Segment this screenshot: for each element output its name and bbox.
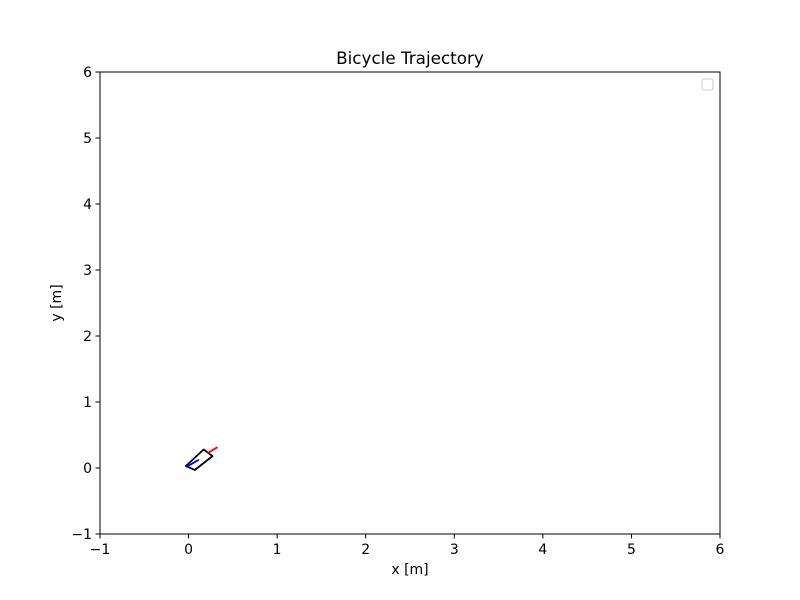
y-tick-label: 6 xyxy=(83,65,92,81)
legend-box xyxy=(701,78,714,91)
x-tick-label: −1 xyxy=(90,542,111,558)
y-tick-label: 2 xyxy=(83,329,92,345)
y-tick-label: 0 xyxy=(83,461,92,477)
y-tick-label: 5 xyxy=(83,131,92,147)
x-axis-label: x [m] xyxy=(391,562,428,578)
trajectory-series xyxy=(185,446,218,471)
rear-wheel-line xyxy=(185,459,200,468)
y-tick-label: 3 xyxy=(83,263,92,279)
x-axis-ticks: −1 0 1 2 3 4 5 6 xyxy=(90,534,725,558)
front-wheel-line xyxy=(207,446,218,454)
y-tick-label: 4 xyxy=(83,197,92,213)
x-tick-label: 3 xyxy=(450,542,459,558)
x-tick-label: 6 xyxy=(716,542,725,558)
x-tick-label: 2 xyxy=(361,542,370,558)
y-axis-ticks: −1 0 1 2 3 4 5 6 xyxy=(71,65,100,543)
x-tick-label: 1 xyxy=(273,542,282,558)
y-axis-label: y [m] xyxy=(49,284,65,321)
x-tick-label: 4 xyxy=(538,542,547,558)
x-tick-label: 5 xyxy=(627,542,636,558)
y-tick-label: −1 xyxy=(71,527,92,543)
chart-title: Bicycle Trajectory xyxy=(336,48,484,68)
y-tick-label: 1 xyxy=(83,395,92,411)
plot-area-frame xyxy=(99,71,721,535)
x-tick-label: 0 xyxy=(184,542,193,558)
bicycle-body-outline-line xyxy=(185,448,214,471)
